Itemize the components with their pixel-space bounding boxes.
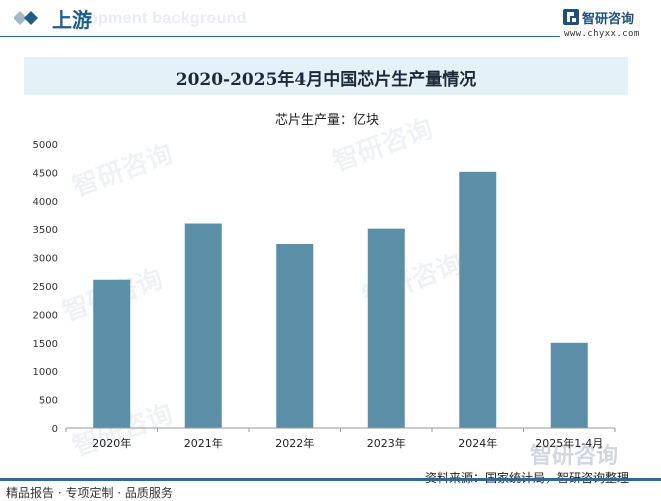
x-tick-label: 2021年: [184, 436, 223, 450]
y-tick-label: 3500: [33, 225, 58, 236]
x-tick-label: 2024年: [458, 436, 497, 450]
brand-logo-icon: [563, 9, 579, 25]
bars: [93, 171, 588, 428]
header-divider: [0, 36, 560, 37]
chart-title: 2020-2025年4月中国芯片生产量情况: [175, 70, 477, 90]
y-tick-label: 2500: [33, 282, 58, 293]
x-tick-label: 2025年1-4月: [535, 436, 603, 450]
x-tick-label: 2023年: [367, 436, 406, 450]
y-tick-label: 1000: [33, 367, 58, 378]
y-tick-label: 4000: [33, 197, 58, 208]
y-tick-label: 5000: [33, 140, 58, 151]
bar: [550, 342, 588, 428]
bar: [184, 223, 222, 428]
bar: [93, 279, 131, 428]
y-tick-label: 4500: [33, 168, 58, 179]
section-title: 上游: [52, 8, 92, 32]
chart-title-band: 2020-2025年4月中国芯片生产量情况: [24, 57, 628, 95]
bar: [276, 243, 314, 428]
header-background-text: elopment background: [74, 10, 247, 27]
footer-tagline: 精品报告 · 专项定制 · 品质服务: [6, 486, 173, 500]
y-axis: 0 500 1000 1500 2000 2500 3000 3500 4000 4500 5000: [33, 140, 58, 435]
y-tick-label: 0: [52, 424, 58, 435]
y-tick-label: 500: [39, 396, 58, 407]
brand: 智研咨询 www.chyxx.com: [562, 6, 661, 40]
y-tick-label: 2000: [33, 310, 58, 321]
x-tick-label: 2022年: [275, 436, 314, 450]
bar-chart: 芯片生产量：亿块 0 500 1000 1500 2000 2500 3000 3500 400…: [33, 113, 616, 450]
y-tick-label: 1500: [33, 339, 58, 350]
page-header: elopment background 上游 智研咨询 www.chyxx.co…: [0, 0, 661, 40]
x-axis: 2020年 2021年 2022年 2023年 2024年 2025年1-4月: [65, 427, 616, 450]
bar: [367, 228, 405, 428]
y-tick-label: 3000: [33, 254, 58, 265]
diamond-icon: [14, 11, 38, 25]
footer-divider: [0, 478, 661, 481]
bar: [459, 171, 497, 428]
series-label: 芯片生产量：亿块: [275, 113, 379, 128]
brand-url: www.chyxx.com: [564, 29, 640, 39]
x-tick-label: 2020年: [92, 436, 131, 450]
brand-name: 智研咨询: [582, 12, 635, 27]
